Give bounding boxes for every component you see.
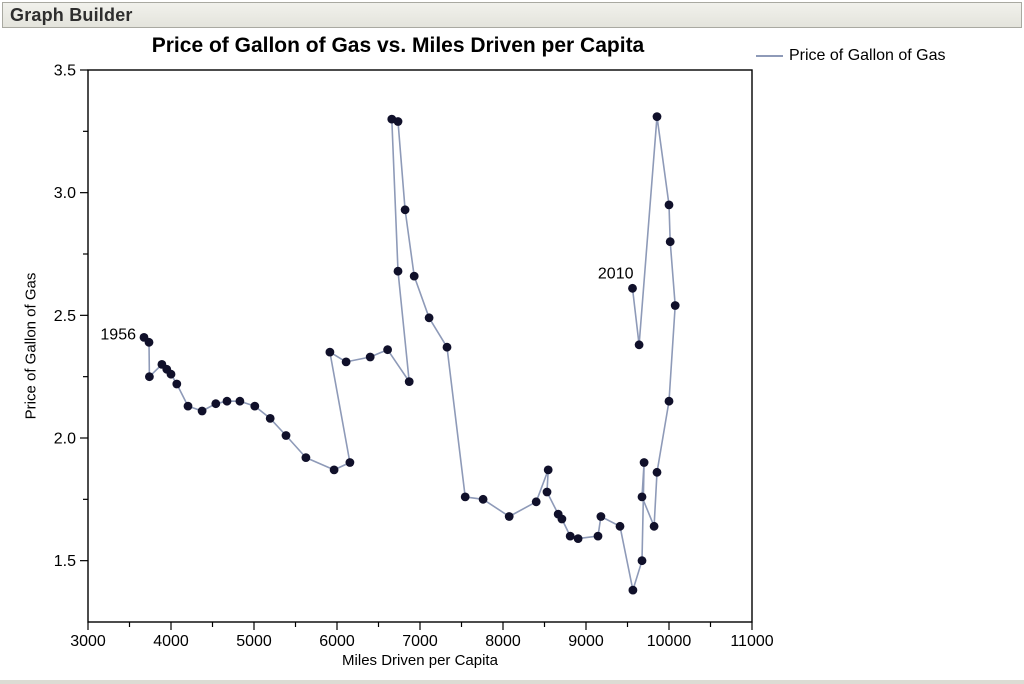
data-point[interactable] [665, 237, 675, 247]
data-point[interactable] [596, 512, 606, 521]
x-tick-label: 11000 [730, 633, 773, 650]
data-point[interactable] [172, 379, 182, 389]
x-tick-label: 10000 [647, 633, 692, 650]
data-point[interactable] [144, 337, 154, 347]
data-point[interactable] [404, 377, 414, 386]
data-point[interactable] [637, 492, 647, 502]
data-point[interactable] [365, 352, 375, 362]
data-point[interactable] [542, 487, 552, 497]
header-title: Graph Builder [10, 4, 133, 25]
x-tick-label: 7000 [402, 633, 438, 650]
data-point[interactable] [424, 313, 434, 323]
data-point[interactable] [670, 301, 680, 310]
data-point[interactable] [329, 465, 339, 475]
chart-title[interactable]: Price of Gallon of Gas vs. Miles Driven … [151, 34, 645, 57]
data-point[interactable] [341, 357, 351, 367]
data-point[interactable] [183, 401, 193, 411]
data-point[interactable] [649, 521, 659, 531]
year-annotation[interactable]: 2010 [598, 265, 634, 282]
year-annotation[interactable]: 1956 [100, 326, 136, 343]
data-point[interactable] [573, 534, 583, 543]
data-point[interactable] [265, 414, 275, 423]
data-point[interactable] [593, 531, 603, 541]
data-point[interactable] [639, 458, 649, 467]
data-point[interactable] [543, 465, 553, 475]
data-point[interactable] [383, 345, 392, 355]
x-tick-label: 4000 [153, 633, 189, 650]
data-point[interactable] [615, 521, 625, 531]
data-point[interactable] [301, 453, 311, 462]
data-point[interactable] [393, 117, 403, 126]
y-tick-label: 3.0 [54, 185, 76, 202]
data-point[interactable] [197, 406, 207, 416]
data-point[interactable] [664, 396, 674, 406]
x-axis-title[interactable]: Miles Driven per Capita [342, 652, 498, 669]
window-bottom-edge [0, 680, 1024, 684]
data-point[interactable] [664, 200, 674, 210]
data-point[interactable] [637, 556, 647, 566]
data-point[interactable] [628, 283, 637, 293]
data-point[interactable] [478, 494, 488, 504]
data-point[interactable] [211, 399, 221, 409]
y-tick-label: 2.0 [54, 431, 76, 448]
data-point[interactable] [400, 205, 410, 215]
data-point[interactable] [222, 396, 232, 406]
x-tick-label: 9000 [568, 633, 604, 650]
legend[interactable]: Price of Gallon of Gas [756, 47, 946, 65]
legend-line-swatch [756, 55, 783, 57]
data-point[interactable] [409, 271, 419, 281]
data-point[interactable] [628, 585, 638, 595]
data-point[interactable] [557, 514, 567, 524]
x-tick-label: 8000 [485, 633, 521, 650]
data-point[interactable] [504, 512, 514, 521]
data-point[interactable] [531, 497, 541, 507]
data-point[interactable] [442, 342, 452, 352]
data-point[interactable] [145, 372, 154, 382]
y-tick-label: 1.5 [54, 553, 76, 570]
x-tick-label: 5000 [236, 633, 272, 650]
data-point[interactable] [281, 431, 291, 440]
x-tick-label: 3000 [70, 633, 106, 650]
graph-builder-header[interactable]: Graph Builder [2, 2, 1022, 28]
data-point[interactable] [235, 396, 245, 406]
legend-label: Price of Gallon of Gas [789, 47, 946, 64]
data-point[interactable] [460, 492, 470, 502]
y-tick-label: 3.5 [54, 63, 76, 80]
data-point[interactable] [325, 347, 335, 357]
x-tick-label: 6000 [319, 633, 355, 650]
data-point[interactable] [652, 467, 662, 477]
data-point[interactable] [565, 531, 575, 541]
data-point[interactable] [652, 112, 662, 121]
data-point[interactable] [166, 369, 176, 379]
data-point[interactable] [250, 401, 260, 411]
data-point[interactable] [634, 340, 644, 350]
series-line[interactable] [143, 115, 677, 591]
data-point[interactable] [345, 458, 355, 467]
data-point[interactable] [393, 266, 403, 276]
y-tick-label: 2.5 [54, 308, 76, 325]
plot-frame [87, 69, 753, 623]
